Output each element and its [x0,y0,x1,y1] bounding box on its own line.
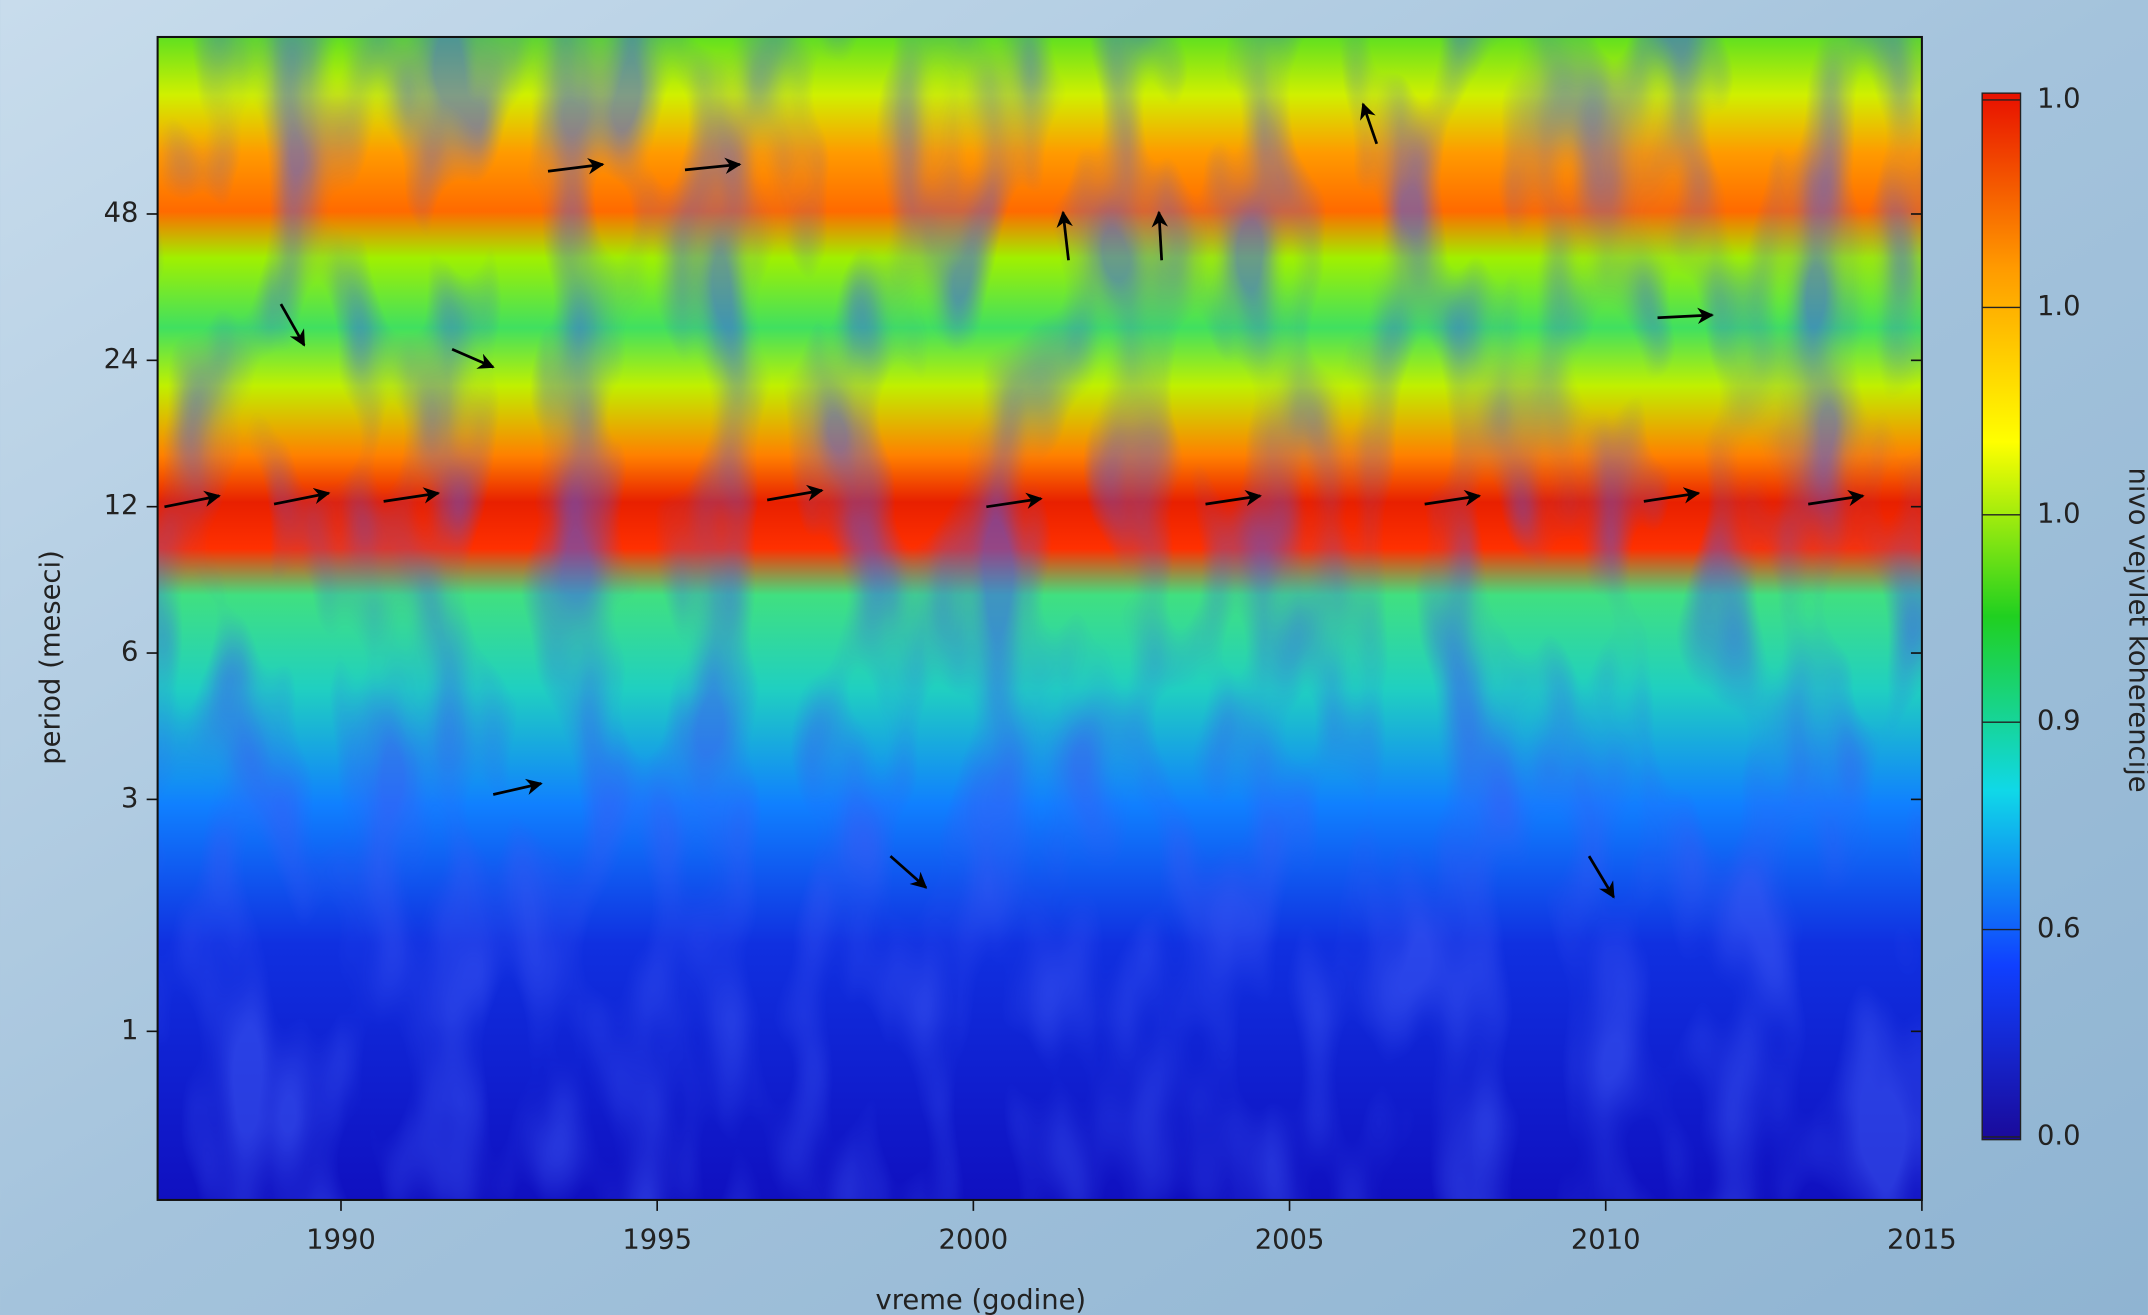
colorbar [1981,92,2022,1141]
arrow [1643,487,1701,504]
colorbar-tick-label: 1.0 [2037,498,2081,529]
x-tick-label: 1990 [306,1225,376,1256]
colorbar-tick-label: 0.9 [2037,706,2081,737]
arrow [451,348,495,369]
y-tick-label: 24 [104,344,139,375]
arrow [273,487,331,506]
colorbar-tick-label: 1.0 [2037,291,2081,322]
arrow [1657,307,1714,324]
arrow [279,303,306,347]
colorbar-tick-label: 0.6 [2037,913,2081,944]
arrow [1056,210,1073,261]
arrow [1424,489,1482,507]
arrow [164,490,221,509]
plot-field [157,36,1922,1200]
plot-frame [156,35,1923,1201]
arrow [889,855,928,889]
x-tick-label: 1995 [622,1225,692,1256]
y-tick-label: 48 [104,197,139,228]
arrow [1360,102,1379,145]
arrow [1587,855,1615,899]
x-axis-label: vreme (godine) [876,1285,1087,1315]
colorbar-tick-label: 0.0 [2037,1120,2081,1151]
colorbar-tick-label: 1.0 [2037,83,2081,114]
arrow [766,484,824,502]
arrow [547,158,605,175]
phase-arrows [164,102,1865,899]
y-tick-label: 3 [121,783,138,814]
arrow [1808,489,1865,507]
arrow [492,778,543,796]
y-tick-label: 12 [104,490,139,521]
x-tick-label: 2000 [939,1225,1009,1256]
y-tick-label: 6 [121,637,138,668]
arrow [383,487,441,504]
arrow [684,157,742,175]
x-tick-label: 2005 [1255,1225,1325,1256]
arrow [1151,210,1168,261]
x-tick-label: 2015 [1887,1225,1957,1256]
y-tick-label: 1 [121,1015,138,1046]
coherence-texture [157,36,1922,1200]
colorbar-label: nivo vejvlet koherencije [2122,468,2148,793]
arrow [1205,489,1262,507]
arrow [986,492,1043,509]
x-tick-label: 2010 [1571,1225,1641,1256]
y-axis-label: period (meseci) [36,550,67,765]
